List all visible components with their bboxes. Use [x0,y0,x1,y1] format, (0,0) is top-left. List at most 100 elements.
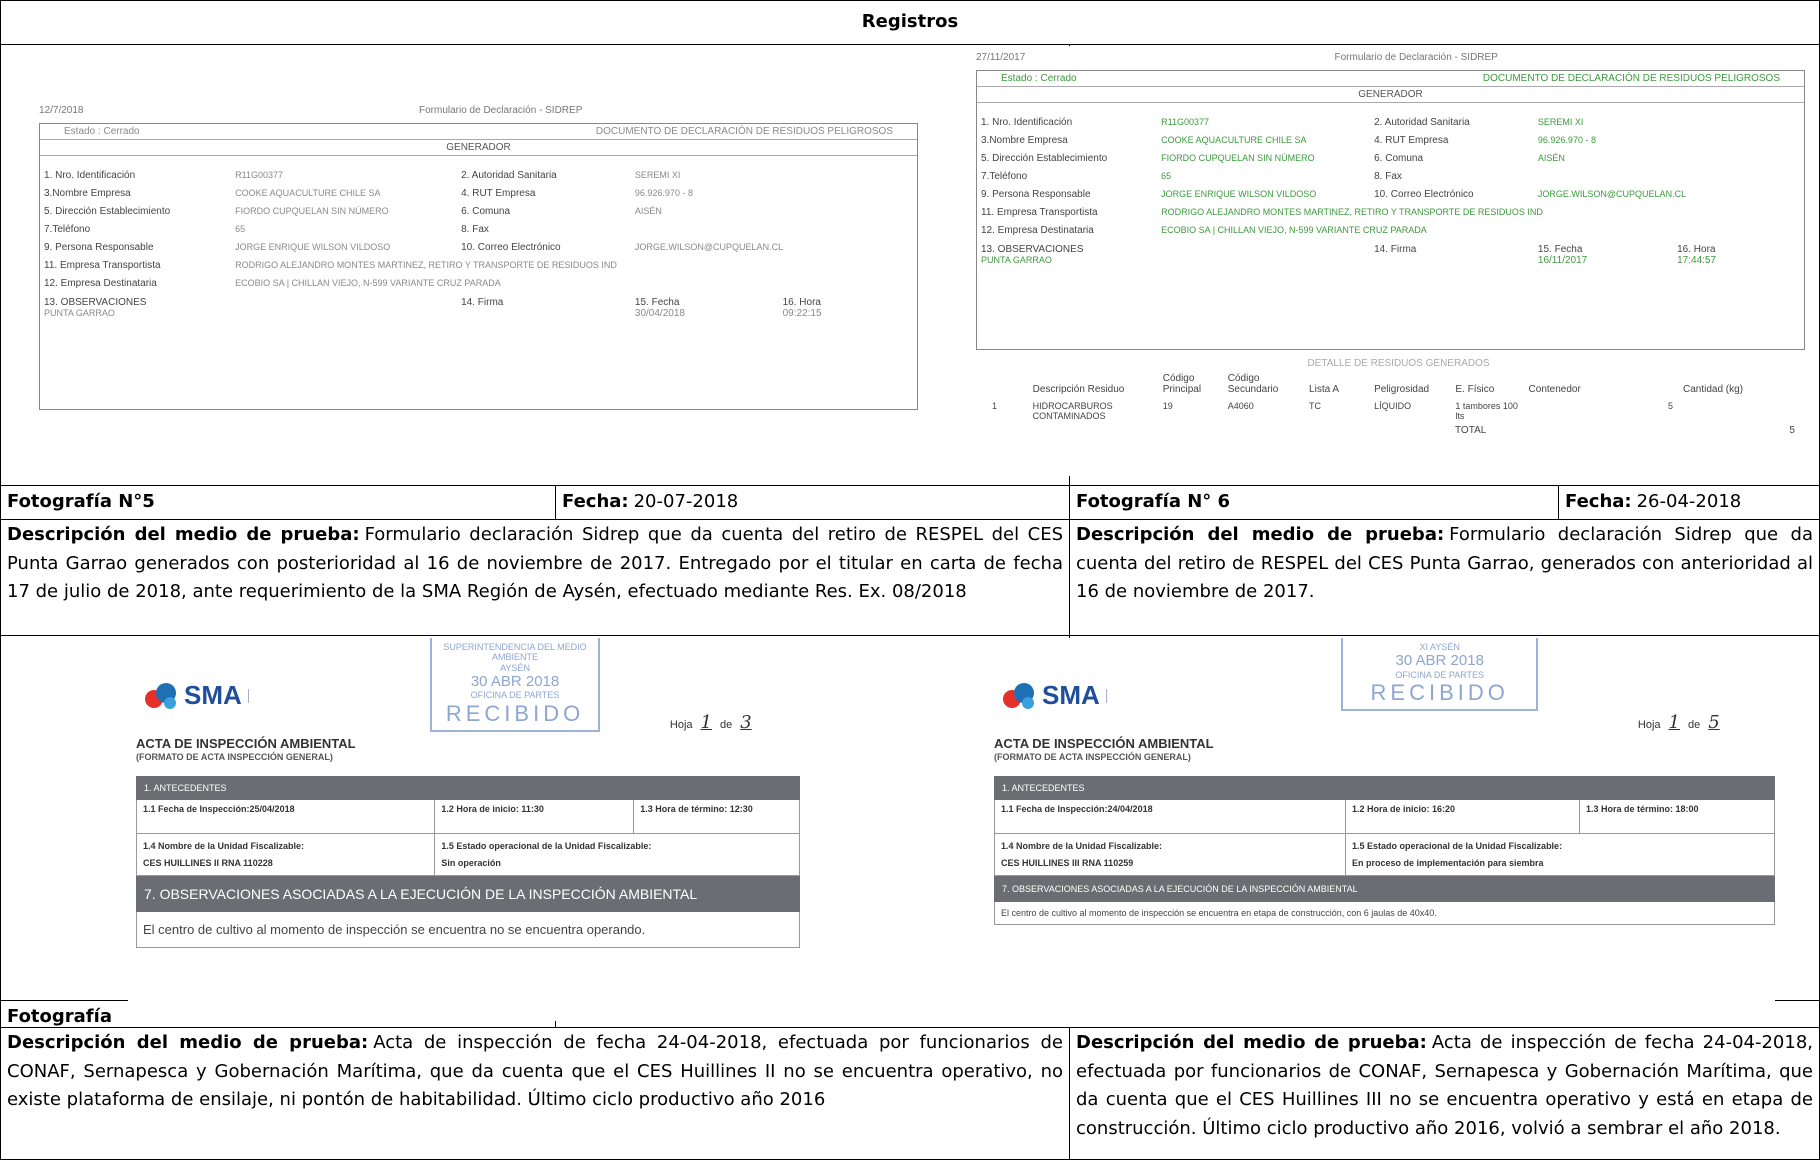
photo-label: Fotografía [7,1006,112,1027]
total-label: TOTAL [1455,425,1487,436]
form-title: Formulario de Declaración - SIDREP [1334,52,1498,63]
scanned-form: SMA SUPERINTENDENCIA DEL MEDIO AMBIENTE AY… [128,638,800,1021]
logo-icon [145,682,176,709]
row-1: 1.1 Fecha de Inspección:24/04/2018 1.2 Ho… [994,800,1775,834]
caption-date: Fecha: 20-07-2018 [555,485,1070,520]
logo: SMA [1002,680,1147,711]
doc-title: DOCUMENTO DE DECLARACIÓN DE RESIDUOS PEL… [1482,73,1780,84]
row-2: 1.4 Nombre de la Unidad Fiscalizable: CES… [136,834,800,876]
antecedente-label: 1.4 Nombre de la Unidad Fiscalizable: [1001,841,1163,851]
form-date: 27/11/2017 [976,52,1026,63]
detail-total: TOTAL 5 [992,425,1805,436]
field-label: 7.Teléfono [981,171,1028,182]
field-label: 4. RUT Empresa [1374,135,1449,146]
fields: 1. Nro. Identificación R11G00377 2. Autori… [977,103,1804,242]
antecedente: 1.2 Hora de inicio: 16:20 [1346,800,1580,834]
field-value: R11G00377 [1161,117,1210,127]
section-title: GENERADOR [40,140,917,156]
antecedente-value: Sin operación [441,858,501,869]
detail-header-cell: Descripción Residuo [1032,384,1125,395]
logo: SMA [144,680,289,711]
doc-title: DOCUMENTO DE DECLARACIÓN DE RESIDUOS PEL… [595,126,893,137]
stamp: XI AYSÉN 30 ABR 2018 OFICINA DE PARTES RECI… [1341,638,1539,712]
form-box: Estado : Cerrado DOCUMENTO DE DECLARACIÓN… [976,70,1805,350]
field-label: 8. Fax [1374,171,1402,182]
obs-value: PUNTA GARRAO [44,308,115,318]
antecedente-label: 1.5 Estado operacional de la Unidad Fisc… [441,841,652,851]
desc-label: Descripción del medio de prueba: [7,1032,369,1053]
field-label: 12. Empresa Destinataria [981,225,1094,236]
field-value: RODRIGO ALEJANDRO MONTES MARTINEZ, RETIR… [1161,207,1543,217]
detail-cell: 1 tambores 100 lts [1455,401,1518,421]
field-value: COOKE AQUACULTURE CHILE SA [1161,135,1307,145]
desc-label: Descripción del medio de prueba: [7,524,360,545]
antecedente-value: CES HUILLINES III RNA 110259 [1001,858,1134,869]
description: Descripción del medio de prueba: Acta de … [0,1027,1070,1160]
detail-cell: LÍQUIDO [1374,401,1412,411]
detail-cell: A4060 [1227,401,1254,411]
form-box: Estado : Cerrado DOCUMENTO DE DECLARACIÓN… [39,123,918,410]
row-2: 1.4 Nombre de la Unidad Fiscalizable: CES… [994,834,1775,876]
page-text: de [719,719,733,731]
stamp-line: 30 ABR 2018 [1395,652,1484,670]
page-text: Hoja [1637,719,1661,731]
fields: 1. Nro. Identificación R11G00377 2. Autori… [40,156,917,295]
caption-photo: Fotografía N° 6 [1069,485,1559,520]
form-title: Formulario de Declaración - SIDREP [418,105,583,116]
field-value: ECOBIO SA | CHILLAN VIEJO, N-599 VARIANT… [235,278,501,288]
antecedente-value: CES HUILLINES II RNA 110228 [143,858,273,869]
status: Estado : Cerrado [64,126,140,137]
field-label: 6. Comuna [461,206,511,217]
field-label: 1. Nro. Identificación [981,117,1073,128]
field-label: 8. Fax [461,224,489,235]
logo-text: SMA [1042,680,1100,710]
description: Descripción del medio de prueba: Acta de … [1069,1027,1820,1160]
section-bar: 1. ANTECEDENTES [136,776,800,800]
field-label: 3.Nombre Empresa [44,188,131,199]
field-label: 12. Empresa Destinataria [44,278,157,289]
hora: 17:44:57 [1677,255,1717,266]
page-text: Hoja [669,719,693,731]
detail-header-cell: Contenedor [1528,384,1581,395]
row-1: 1.1 Fecha de Inspección:25/04/2018 1.2 Ho… [136,800,800,834]
field-value: JORGE.WILSON@CUPQUELAN.CL [1537,189,1687,199]
page-number: Hoja 1 de 3 [670,712,760,733]
firma: 14. Firma [461,297,504,308]
description: Descripción del medio de prueba: Formular… [1069,519,1820,636]
obs-value: PUNTA GARRAO [981,255,1052,265]
antecedente: 1.4 Nombre de la Unidad Fiscalizable: CES… [995,834,1346,876]
table-title: Registros [861,11,959,32]
detail-header-cell: Lista A [1309,384,1340,395]
field-value: SEREMI XI [1537,117,1584,127]
field-label: 11. Empresa Transportista [44,260,161,271]
field-value: JORGE ENRIQUE WILSON VILDOSO [1161,189,1317,199]
detail-header: Descripción Residuo Código Principal Códig… [992,373,1805,395]
firma-space [461,308,635,319]
detail-row: 1 HIDROCARBUROS CONTAMINADOS 19 A4060 TC LÍQU… [992,401,1805,421]
obs-text: El centro de cultivo al momento de inspe… [136,912,800,948]
antecedente: 1.2 Hora de inicio: 11:30 [435,800,635,834]
date: 26-04-2018 [1636,491,1742,512]
stamp-line: AYSÉN [500,662,530,673]
field-value: JORGE.WILSON@CUPQUELAN.CL [634,242,784,252]
date-label: Fecha: [1565,491,1632,512]
detail: DETALLE DE RESIDUOS GENERADOS Descripción… [992,358,1805,436]
firma: 14. Firma [1374,244,1417,255]
field-label: 2. Autoridad Sanitaria [461,170,557,181]
photo-label: Fotografía N°5 [7,491,155,512]
detail-cell: 19 [1162,401,1173,411]
photo-label: Fotografía N° 6 [1076,491,1231,512]
antecedente: 1.3 Hora de término: 18:00 [1580,800,1775,834]
caption-photo: Fotografía N°5 [0,485,556,520]
section-title: GENERADOR [977,87,1804,103]
form-date: 12/7/2018 [39,105,84,116]
field-label: 5. Dirección Establecimiento [44,206,171,217]
fecha: 16/11/2017 [1537,255,1588,266]
hora-label: 16. Hora [782,297,821,308]
detail-cell: HIDROCARBUROS CONTAMINADOS [1032,401,1113,421]
acta-table: 1. ANTECEDENTES 1.1 Fecha de Inspección:2… [136,776,800,948]
logo-text: SMA [184,680,242,710]
field-value: 65 [235,224,246,234]
hora: 09:22:15 [782,308,822,319]
obs-label: 13. OBSERVACIONES [44,297,147,308]
